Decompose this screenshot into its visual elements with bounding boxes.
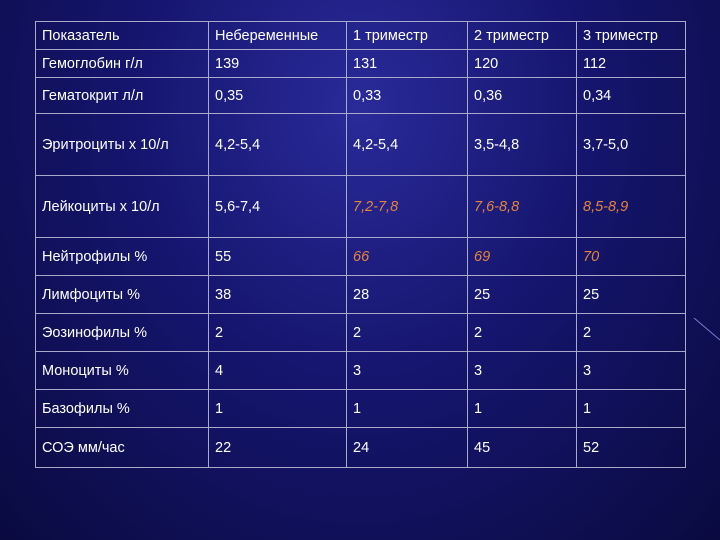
table-row: Нейтрофилы % 55 66 69 70: [35, 237, 686, 276]
table-cell: 1: [346, 389, 468, 428]
table-cell: 28: [346, 275, 468, 314]
table-cell: 7,6-8,8: [467, 175, 577, 238]
table-cell: 0,35: [208, 77, 347, 114]
table-cell: 2: [576, 313, 686, 352]
row-label: СОЭ мм/час: [35, 427, 209, 468]
row-label: Эритроциты х 10/л: [35, 113, 209, 176]
table-cell: 69: [467, 237, 577, 276]
table-row: Гемоглобин г/л 139 131 120 112: [35, 49, 686, 78]
table-row: Базофилы % 1 1 1 1: [35, 389, 686, 428]
table-cell: 24: [346, 427, 468, 468]
header-cell-indicator: Показатель: [35, 21, 209, 50]
blood-parameters-table: Показатель Небеременные 1 триместр 2 три…: [35, 21, 686, 468]
table-cell: 25: [467, 275, 577, 314]
header-cell-trimester-1: 1 триместр: [346, 21, 468, 50]
decorative-line: [693, 318, 720, 341]
table-cell: 3: [467, 351, 577, 390]
header-cell-non-pregnant: Небеременные: [208, 21, 347, 50]
table-row: Лейкоциты х 10/л 5,6-7,4 7,2-7,8 7,6-8,8…: [35, 175, 686, 238]
table-cell: 22: [208, 427, 347, 468]
row-label: Лимфоциты %: [35, 275, 209, 314]
table-cell: 4,2-5,4: [208, 113, 347, 176]
table-cell: 3: [576, 351, 686, 390]
table-row: Гематокрит л/л 0,35 0,33 0,36 0,34: [35, 77, 686, 114]
table-cell: 4,2-5,4: [346, 113, 468, 176]
table-cell: 1: [576, 389, 686, 428]
table-cell: 139: [208, 49, 347, 78]
table-row: Моноциты % 4 3 3 3: [35, 351, 686, 390]
table-cell: 38: [208, 275, 347, 314]
header-cell-trimester-3: 3 триместр: [576, 21, 686, 50]
row-label: Базофилы %: [35, 389, 209, 428]
row-label: Гемоглобин г/л: [35, 49, 209, 78]
table-cell: 5,6-7,4: [208, 175, 347, 238]
table-cell: 25: [576, 275, 686, 314]
row-label: Нейтрофилы %: [35, 237, 209, 276]
table-cell: 1: [208, 389, 347, 428]
table-cell: 120: [467, 49, 577, 78]
table-row: Эозинофилы % 2 2 2 2: [35, 313, 686, 352]
table-cell: 45: [467, 427, 577, 468]
table-cell: 66: [346, 237, 468, 276]
table-cell: 55: [208, 237, 347, 276]
table-cell: 3,7-5,0: [576, 113, 686, 176]
table-row: Эритроциты х 10/л 4,2-5,4 4,2-5,4 3,5-4,…: [35, 113, 686, 176]
table-cell: 2: [346, 313, 468, 352]
table-header-row: Показатель Небеременные 1 триместр 2 три…: [35, 21, 686, 50]
table-cell: 2: [208, 313, 347, 352]
table-cell: 0,34: [576, 77, 686, 114]
table-cell: 1: [467, 389, 577, 428]
table-cell: 0,33: [346, 77, 468, 114]
table-cell: 8,5-8,9: [576, 175, 686, 238]
row-label: Гематокрит л/л: [35, 77, 209, 114]
table-cell: 2: [467, 313, 577, 352]
table-cell: 3,5-4,8: [467, 113, 577, 176]
table-cell: 52: [576, 427, 686, 468]
table-cell: 7,2-7,8: [346, 175, 468, 238]
row-label: Лейкоциты х 10/л: [35, 175, 209, 238]
table-cell: 112: [576, 49, 686, 78]
row-label: Моноциты %: [35, 351, 209, 390]
row-label: Эозинофилы %: [35, 313, 209, 352]
table-cell: 3: [346, 351, 468, 390]
table-row: Лимфоциты % 38 28 25 25: [35, 275, 686, 314]
table-cell: 131: [346, 49, 468, 78]
header-cell-trimester-2: 2 триместр: [467, 21, 577, 50]
table-cell: 4: [208, 351, 347, 390]
table-cell: 70: [576, 237, 686, 276]
table-row: СОЭ мм/час 22 24 45 52: [35, 427, 686, 468]
table-cell: 0,36: [467, 77, 577, 114]
